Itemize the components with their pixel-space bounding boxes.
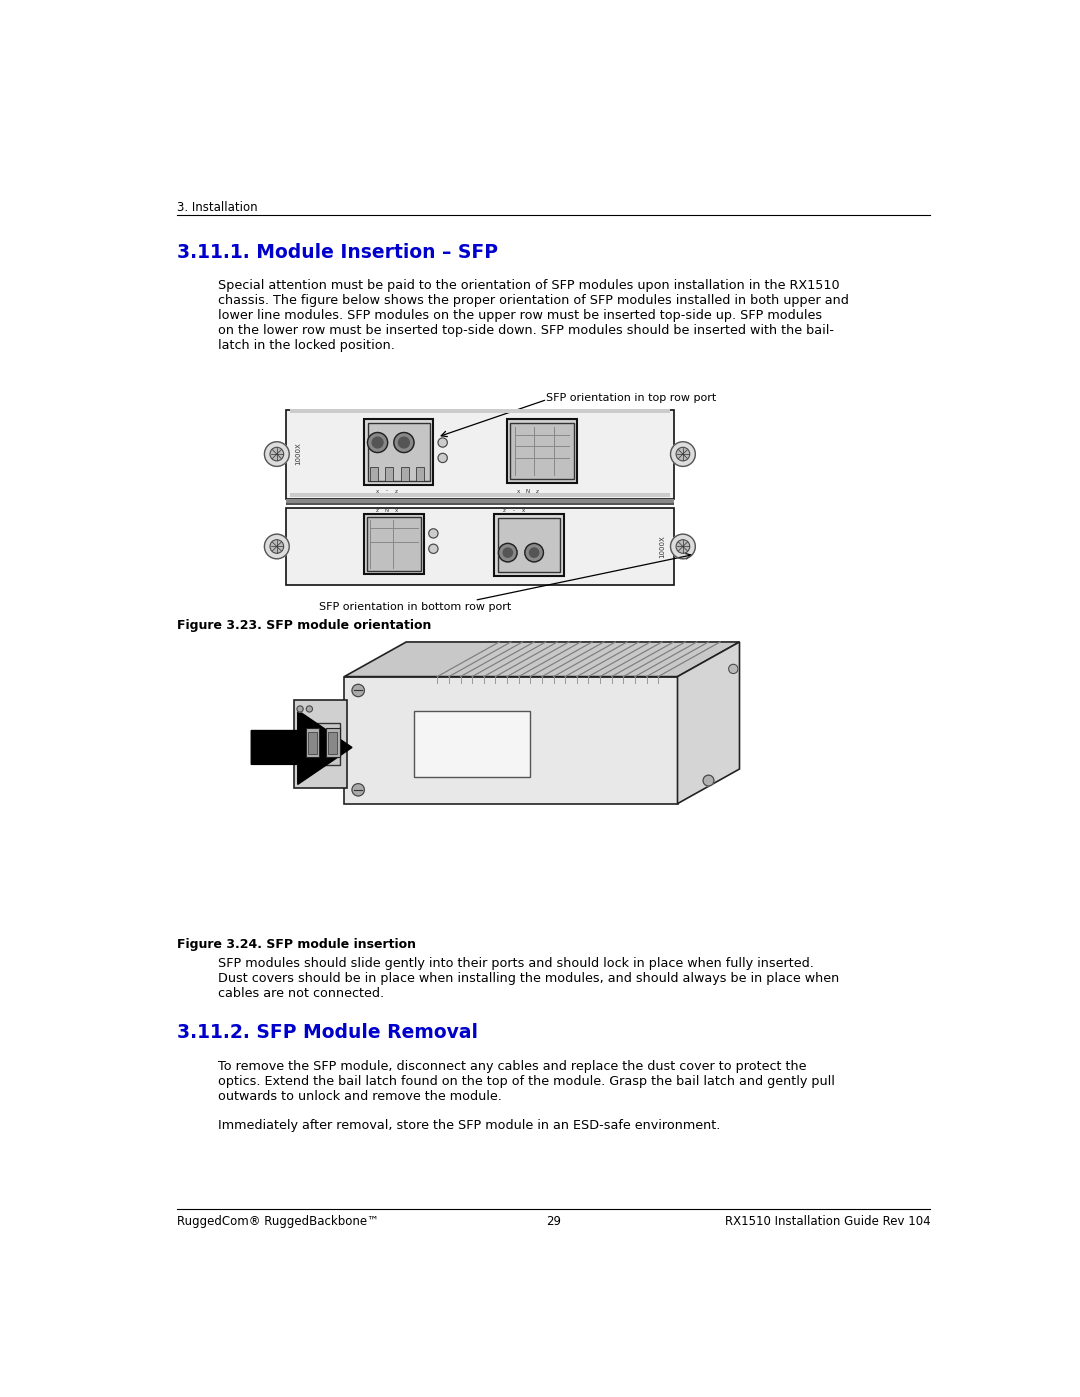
Circle shape [676, 539, 690, 553]
Bar [510, 422, 573, 479]
Bar [298, 722, 340, 766]
Circle shape [352, 784, 364, 796]
Bar [401, 467, 408, 481]
Text: 3.11.1. Module Insertion – SFP: 3.11.1. Module Insertion – SFP [177, 243, 498, 263]
Text: x: x [394, 509, 397, 513]
Text: 3. Installation: 3. Installation [177, 201, 257, 214]
Circle shape [703, 775, 714, 787]
Text: RX1510 Installation Guide Rev 104: RX1510 Installation Guide Rev 104 [725, 1215, 930, 1228]
Circle shape [265, 534, 289, 559]
Circle shape [503, 548, 512, 557]
Polygon shape [345, 643, 740, 676]
Circle shape [671, 441, 696, 467]
Bar [367, 517, 421, 571]
Text: chassis. The figure below shows the proper orientation of SFP modules installed : chassis. The figure below shows the prop… [218, 295, 849, 307]
Bar [507, 419, 577, 482]
Bar [364, 419, 433, 485]
Circle shape [352, 685, 364, 697]
Circle shape [429, 529, 438, 538]
Bar [286, 499, 674, 503]
Text: z: z [536, 489, 539, 493]
Circle shape [367, 433, 388, 453]
Circle shape [394, 433, 414, 453]
Bar [286, 411, 674, 499]
Bar [364, 514, 424, 574]
Text: RuggedCom® RuggedBackbone™: RuggedCom® RuggedBackbone™ [177, 1215, 379, 1228]
Circle shape [438, 437, 447, 447]
Bar [291, 493, 670, 497]
Circle shape [399, 437, 409, 448]
Text: SFP modules should slide gently into their ports and should lock in place when f: SFP modules should slide gently into the… [218, 957, 814, 970]
Text: z: z [394, 489, 397, 493]
Bar [498, 518, 559, 571]
Bar [369, 467, 378, 481]
Bar [414, 711, 530, 777]
Circle shape [438, 453, 447, 462]
Bar [367, 423, 430, 481]
Circle shape [265, 441, 289, 467]
Bar [306, 728, 320, 757]
Text: z: z [376, 509, 379, 513]
Text: N: N [526, 489, 530, 493]
Text: on the lower row must be inserted top-side down. SFP modules should be inserted : on the lower row must be inserted top-si… [218, 324, 834, 337]
Bar [286, 509, 674, 585]
Text: Figure 3.24. SFP module insertion: Figure 3.24. SFP module insertion [177, 939, 416, 951]
Text: outwards to unlock and remove the module.: outwards to unlock and remove the module… [218, 1091, 502, 1104]
Bar [328, 732, 337, 753]
Text: z: z [503, 509, 507, 513]
Text: -: - [513, 509, 515, 513]
Text: 1000X: 1000X [295, 443, 300, 465]
Circle shape [297, 705, 303, 712]
Bar [308, 732, 318, 753]
Circle shape [676, 447, 690, 461]
Text: Figure 3.23. SFP module orientation: Figure 3.23. SFP module orientation [177, 619, 431, 631]
Circle shape [307, 705, 312, 712]
Text: 3.11.2. SFP Module Removal: 3.11.2. SFP Module Removal [177, 1024, 477, 1042]
Text: Special attention must be paid to the orientation of SFP modules upon installati: Special attention must be paid to the or… [218, 279, 839, 292]
Circle shape [671, 534, 696, 559]
Text: lower line modules. SFP modules on the upper row must be inserted top-side up. S: lower line modules. SFP modules on the u… [218, 309, 822, 323]
Circle shape [270, 539, 284, 553]
Bar [291, 409, 670, 412]
Text: optics. Extend the bail latch found on the top of the module. Grasp the bail lat: optics. Extend the bail latch found on t… [218, 1076, 835, 1088]
Polygon shape [252, 711, 352, 784]
Circle shape [373, 437, 383, 448]
Text: Dust covers should be in place when installing the modules, and should always be: Dust covers should be in place when inst… [218, 972, 839, 985]
Text: latch in the locked position.: latch in the locked position. [218, 339, 395, 352]
Circle shape [729, 665, 738, 673]
Bar [286, 503, 674, 504]
Text: x: x [522, 509, 525, 513]
Bar [416, 467, 424, 481]
Text: 29: 29 [546, 1215, 561, 1228]
Text: x: x [376, 489, 379, 493]
Text: cables are not connected.: cables are not connected. [218, 986, 384, 1000]
Text: To remove the SFP module, disconnect any cables and replace the dust cover to pr: To remove the SFP module, disconnect any… [218, 1060, 807, 1073]
Text: SFP orientation in top row port: SFP orientation in top row port [545, 393, 716, 404]
Text: Immediately after removal, store the SFP module in an ESD-safe environment.: Immediately after removal, store the SFP… [218, 1119, 720, 1133]
Circle shape [270, 447, 284, 461]
Polygon shape [345, 676, 677, 803]
Bar [494, 514, 564, 576]
Text: N: N [384, 509, 389, 513]
Circle shape [429, 545, 438, 553]
Circle shape [525, 543, 543, 562]
Polygon shape [677, 643, 740, 803]
Text: x: x [517, 489, 521, 493]
Bar [294, 700, 347, 788]
Text: 1000X: 1000X [659, 535, 665, 557]
Text: -: - [386, 489, 388, 493]
Circle shape [529, 548, 539, 557]
Circle shape [499, 543, 517, 562]
Text: SFP orientation in bottom row port: SFP orientation in bottom row port [320, 602, 512, 612]
Bar [326, 728, 339, 757]
Bar [386, 467, 393, 481]
